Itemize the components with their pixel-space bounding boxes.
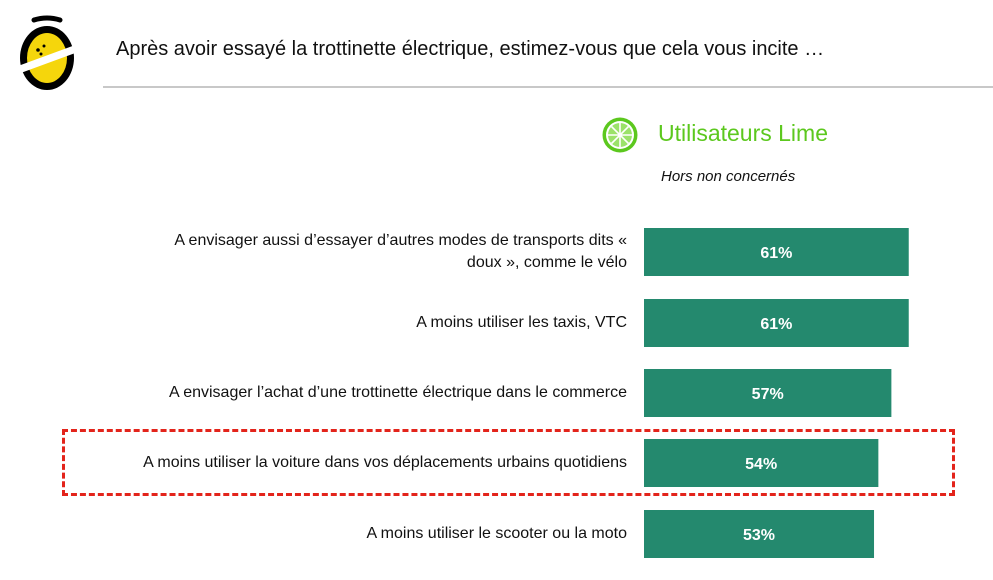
category-label-line: doux », comme le vélo <box>466 254 627 271</box>
category-label-line: A moins utiliser le scooter ou la moto <box>366 525 627 542</box>
lime-slice-icon <box>602 117 638 153</box>
bar-value-label-5: 53% <box>743 527 775 544</box>
bar-3 <box>644 369 892 417</box>
bar-value-label-3: 57% <box>752 386 784 403</box>
bar-5 <box>644 510 875 558</box>
legend-series-name: Utilisateurs Lime <box>658 120 828 146</box>
category-label-line: A moins utiliser les taxis, VTC <box>416 314 627 331</box>
bar-value-label-2: 61% <box>760 316 792 333</box>
category-label-1: A envisager aussi d’essayer d’autres mod… <box>107 230 627 274</box>
brand-logo-icon <box>18 15 78 90</box>
bar-value-label-4: 54% <box>745 456 777 473</box>
highlight-frame <box>62 429 955 496</box>
bar-value-label-1: 61% <box>760 245 792 262</box>
category-label-4: A moins utiliser la voiture dans vos dép… <box>107 452 627 474</box>
title-divider <box>103 86 993 88</box>
category-label-3: A envisager l’achat d’une trottinette él… <box>107 382 627 404</box>
page-title: Après avoir essayé la trottinette électr… <box>116 38 825 60</box>
category-label-line: A envisager l’achat d’une trottinette él… <box>168 384 627 401</box>
category-label-5: A moins utiliser le scooter ou la moto <box>107 523 627 545</box>
legend-note: Hors non concernés <box>661 168 796 185</box>
category-label-line: A moins utiliser la voiture dans vos dép… <box>143 454 627 471</box>
category-label-2: A moins utiliser les taxis, VTC <box>107 312 627 334</box>
bar-4 <box>644 439 879 487</box>
bar-2 <box>644 299 909 347</box>
category-label-line: A envisager aussi d’essayer d’autres mod… <box>174 232 627 249</box>
bar-1 <box>644 228 909 276</box>
